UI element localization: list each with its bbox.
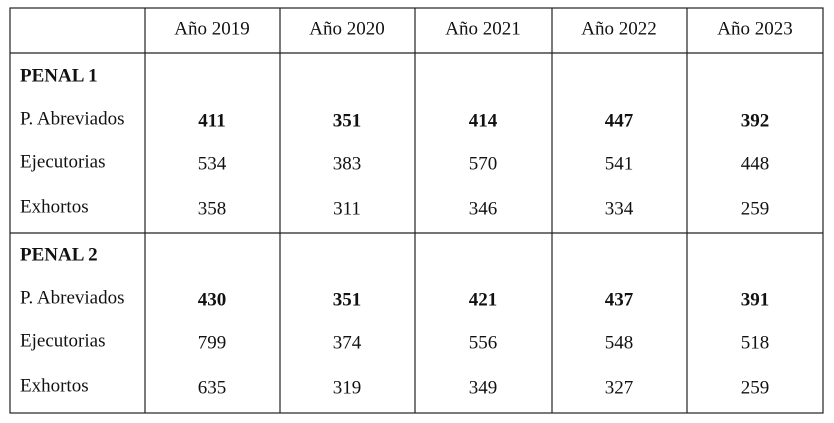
cell-value: 799 bbox=[198, 332, 227, 353]
cell-value: 534 bbox=[198, 153, 227, 174]
cell-value: 319 bbox=[333, 377, 362, 398]
cell-value: 437 bbox=[605, 289, 634, 310]
column-header: Año 2023 bbox=[717, 18, 792, 39]
cell-value: 548 bbox=[605, 332, 634, 353]
row-label: P. Abreviados bbox=[20, 108, 125, 129]
cell-value: 635 bbox=[198, 377, 227, 398]
cell-value: 541 bbox=[605, 153, 634, 174]
cell-value: 311 bbox=[333, 198, 361, 219]
column-header: Año 2019 bbox=[174, 18, 249, 39]
table-border bbox=[9, 7, 824, 414]
cell-value: 327 bbox=[605, 377, 634, 398]
row-label: Ejecutorias bbox=[20, 330, 105, 351]
cell-value: 448 bbox=[741, 153, 770, 174]
column-header: Año 2022 bbox=[581, 18, 656, 39]
cell-value: 351 bbox=[333, 289, 362, 310]
cell-value: 392 bbox=[741, 110, 770, 131]
cell-value: 334 bbox=[605, 198, 634, 219]
cell-value: 346 bbox=[469, 198, 498, 219]
cell-value: 259 bbox=[741, 377, 770, 398]
cell-value: 421 bbox=[469, 289, 498, 310]
cell-value: 374 bbox=[333, 332, 362, 353]
row-label: Ejecutorias bbox=[20, 151, 105, 172]
cell-value: 556 bbox=[469, 332, 498, 353]
cell-value: 259 bbox=[741, 198, 770, 219]
row-label: P. Abreviados bbox=[20, 287, 125, 308]
cell-value: 383 bbox=[333, 153, 362, 174]
group-title: PENAL 1 bbox=[20, 65, 98, 86]
cell-value: 349 bbox=[469, 377, 498, 398]
cell-value: 411 bbox=[198, 110, 225, 131]
cell-value: 430 bbox=[198, 289, 227, 310]
column-header: Año 2020 bbox=[309, 18, 384, 39]
cell-value: 414 bbox=[469, 110, 498, 131]
cell-value: 391 bbox=[741, 289, 770, 310]
cell-value: 447 bbox=[605, 110, 634, 131]
cell-value: 358 bbox=[198, 198, 227, 219]
cell-value: 351 bbox=[333, 110, 362, 131]
group-title: PENAL 2 bbox=[20, 244, 98, 265]
cell-value: 518 bbox=[741, 332, 770, 353]
row-label: Exhortos bbox=[20, 196, 89, 217]
row-label: Exhortos bbox=[20, 375, 89, 396]
column-header: Año 2021 bbox=[445, 18, 520, 39]
cell-value: 570 bbox=[469, 153, 498, 174]
